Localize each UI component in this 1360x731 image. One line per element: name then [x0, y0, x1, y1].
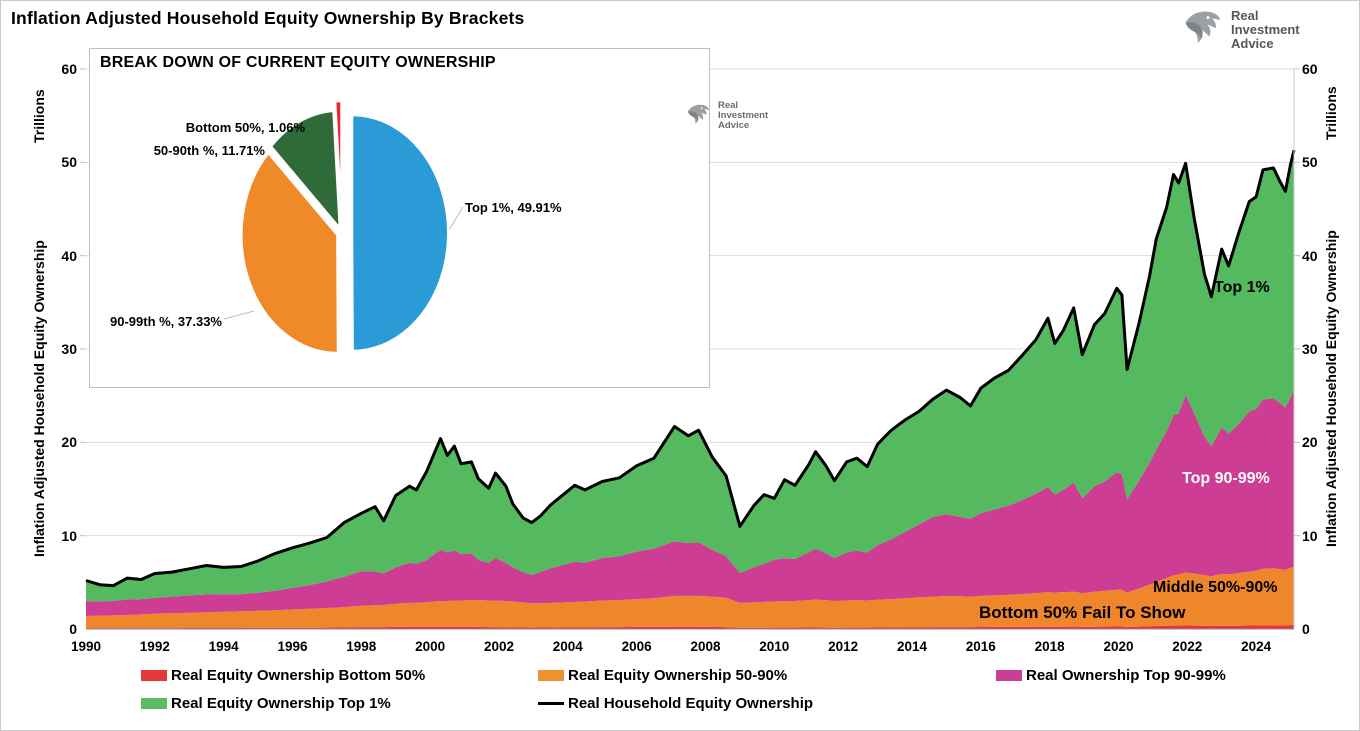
- x-tick-label: 1990: [70, 639, 102, 654]
- x-tick-label: 1992: [139, 639, 170, 654]
- x-tick-label: 2000: [415, 639, 446, 654]
- legend-item-9099: Real Ownership Top 90-99%: [996, 667, 1226, 684]
- y-axis-title-right: Inflation Adjusted Household Equity Owne…: [1323, 230, 1339, 547]
- inset-title: BREAK DOWN OF CURRENT EQUITY OWNERSHIP: [100, 54, 496, 71]
- legend-swatch: [141, 698, 167, 709]
- area-90-99: [86, 390, 1294, 616]
- x-tick-label: 2004: [552, 639, 583, 654]
- total-line: [85, 149, 1296, 588]
- pie-label-bottom50: Bottom 50%, 1.06%: [185, 120, 305, 135]
- y-tick-label: 40: [1302, 247, 1318, 264]
- y-axis-title-left: Inflation Adjusted Household Equity Owne…: [31, 240, 47, 557]
- pie-slice-5090th: [269, 109, 342, 233]
- annotation-middle5090: Middle 50%-90%: [1153, 579, 1278, 596]
- x-tick-label: 2022: [1172, 639, 1203, 654]
- legend-item-total: Real Household Equity Ownership: [538, 695, 813, 712]
- inset-pie-panel: BREAK DOWN OF CURRENT EQUITY OWNERSHIP R…: [89, 48, 768, 388]
- pie-leader-line: [223, 310, 255, 320]
- pie-chart: [223, 99, 464, 355]
- legend-swatch: [141, 670, 167, 681]
- x-tick-label: 2014: [896, 639, 927, 654]
- brand-name: Real Investment Advice: [1231, 8, 1300, 51]
- y-tick-label: 60: [61, 61, 77, 77]
- x-tick-label: 2020: [1103, 639, 1134, 654]
- legend-swatch-line: [538, 702, 564, 705]
- y-tick-label: 40: [61, 247, 77, 264]
- x-tick-label: 2002: [483, 639, 514, 654]
- x-tick-label: 2006: [621, 639, 652, 654]
- pie-slice-9099th: [240, 150, 340, 355]
- pie-slice-Bottom50: [333, 99, 343, 220]
- annotation-bottom50: Bottom 50% Fail To Show: [979, 603, 1186, 622]
- y-axis-unit-right: Trillions: [1323, 86, 1339, 141]
- y-tick-label: 10: [1302, 527, 1318, 544]
- area-bottom50: [86, 624, 1294, 629]
- annotation-top9099: Top 90-99%: [1182, 470, 1270, 487]
- y-tick-label: 0: [69, 621, 77, 637]
- pie-label-9099: 90-99th %, 37.33%: [109, 314, 222, 329]
- page-title: Inflation Adjusted Household Equity Owne…: [11, 8, 525, 28]
- legend-item-bottom50: Real Equity Ownership Bottom 50%: [141, 667, 425, 684]
- y-tick-label: 60: [1302, 61, 1318, 77]
- x-tick-label: 1996: [277, 639, 308, 654]
- x-tick-label: 2016: [965, 639, 996, 654]
- x-tick-label: 2024: [1241, 639, 1272, 654]
- y-tick-label: 50: [61, 154, 77, 171]
- legend-item-top1: Real Equity Ownership Top 1%: [141, 695, 391, 712]
- x-tick-label: 2012: [828, 639, 859, 654]
- y-tick-label: 20: [1302, 434, 1318, 451]
- area-50-90: [86, 566, 1294, 629]
- y-tick-label: 10: [61, 527, 77, 544]
- x-tick-label: 2008: [690, 639, 721, 654]
- x-tick-label: 1994: [208, 639, 239, 654]
- y-axis-unit-left: Trillions: [31, 89, 47, 144]
- area-top1: [86, 150, 1294, 602]
- eagle-icon: [687, 104, 710, 124]
- x-tick-label: 1998: [346, 639, 377, 654]
- y-tick-label: 50: [1302, 154, 1318, 171]
- legend-swatch: [538, 670, 564, 681]
- eagle-icon: [1185, 11, 1221, 43]
- x-tick-label: 2018: [1034, 639, 1065, 654]
- inset-brand-logo: Real Investment Advice: [684, 101, 768, 131]
- y-tick-label: 0: [1302, 621, 1310, 637]
- x-tick-label: 2010: [759, 639, 790, 654]
- pie-label-5090: 50-90th %, 11.71%: [153, 143, 265, 158]
- brand-logo: Real Investment Advice: [1179, 7, 1300, 53]
- inset-brand-name: Real Investment Advice: [718, 100, 769, 131]
- y-tick-label: 20: [61, 434, 77, 451]
- legend-item-5090: Real Equity Ownership 50-90%: [538, 667, 787, 684]
- pie-slice-Top1: [350, 113, 450, 353]
- legend-swatch: [996, 670, 1022, 681]
- y-tick-label: 30: [61, 341, 77, 357]
- y-tick-label: 30: [1302, 341, 1318, 357]
- pie-label-top1: Top 1%, 49.91%: [465, 200, 562, 215]
- annotation-top1: Top 1%: [1214, 279, 1270, 296]
